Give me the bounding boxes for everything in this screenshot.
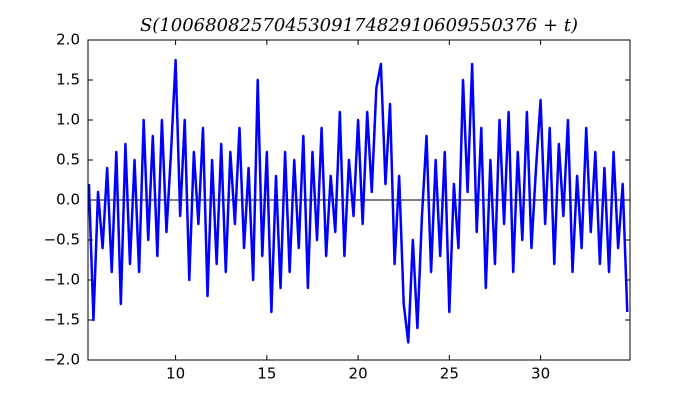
x-tick-label: 20 [349,365,368,383]
y-tick-label: 2.0 [56,31,80,49]
x-tick-label: 30 [531,365,550,383]
y-tick-label: 0.0 [56,191,80,209]
x-tick-label: 10 [166,365,185,383]
chart-title: S(100680825704530917482910609550376 + t) [140,15,578,36]
y-tick-label: −1.0 [44,271,80,289]
y-tick-label: 1.5 [56,71,80,89]
y-tick-label: 1.0 [56,111,80,129]
x-tick-label: 25 [440,365,459,383]
data-line [88,58,629,344]
y-tick-label: −1.5 [44,311,80,329]
y-tick-label: −0.5 [44,231,80,249]
x-tick-label: 15 [257,365,276,383]
y-tick-label: 0.5 [56,151,80,169]
plot-area [88,58,630,344]
y-tick-label: −2.0 [44,351,80,369]
